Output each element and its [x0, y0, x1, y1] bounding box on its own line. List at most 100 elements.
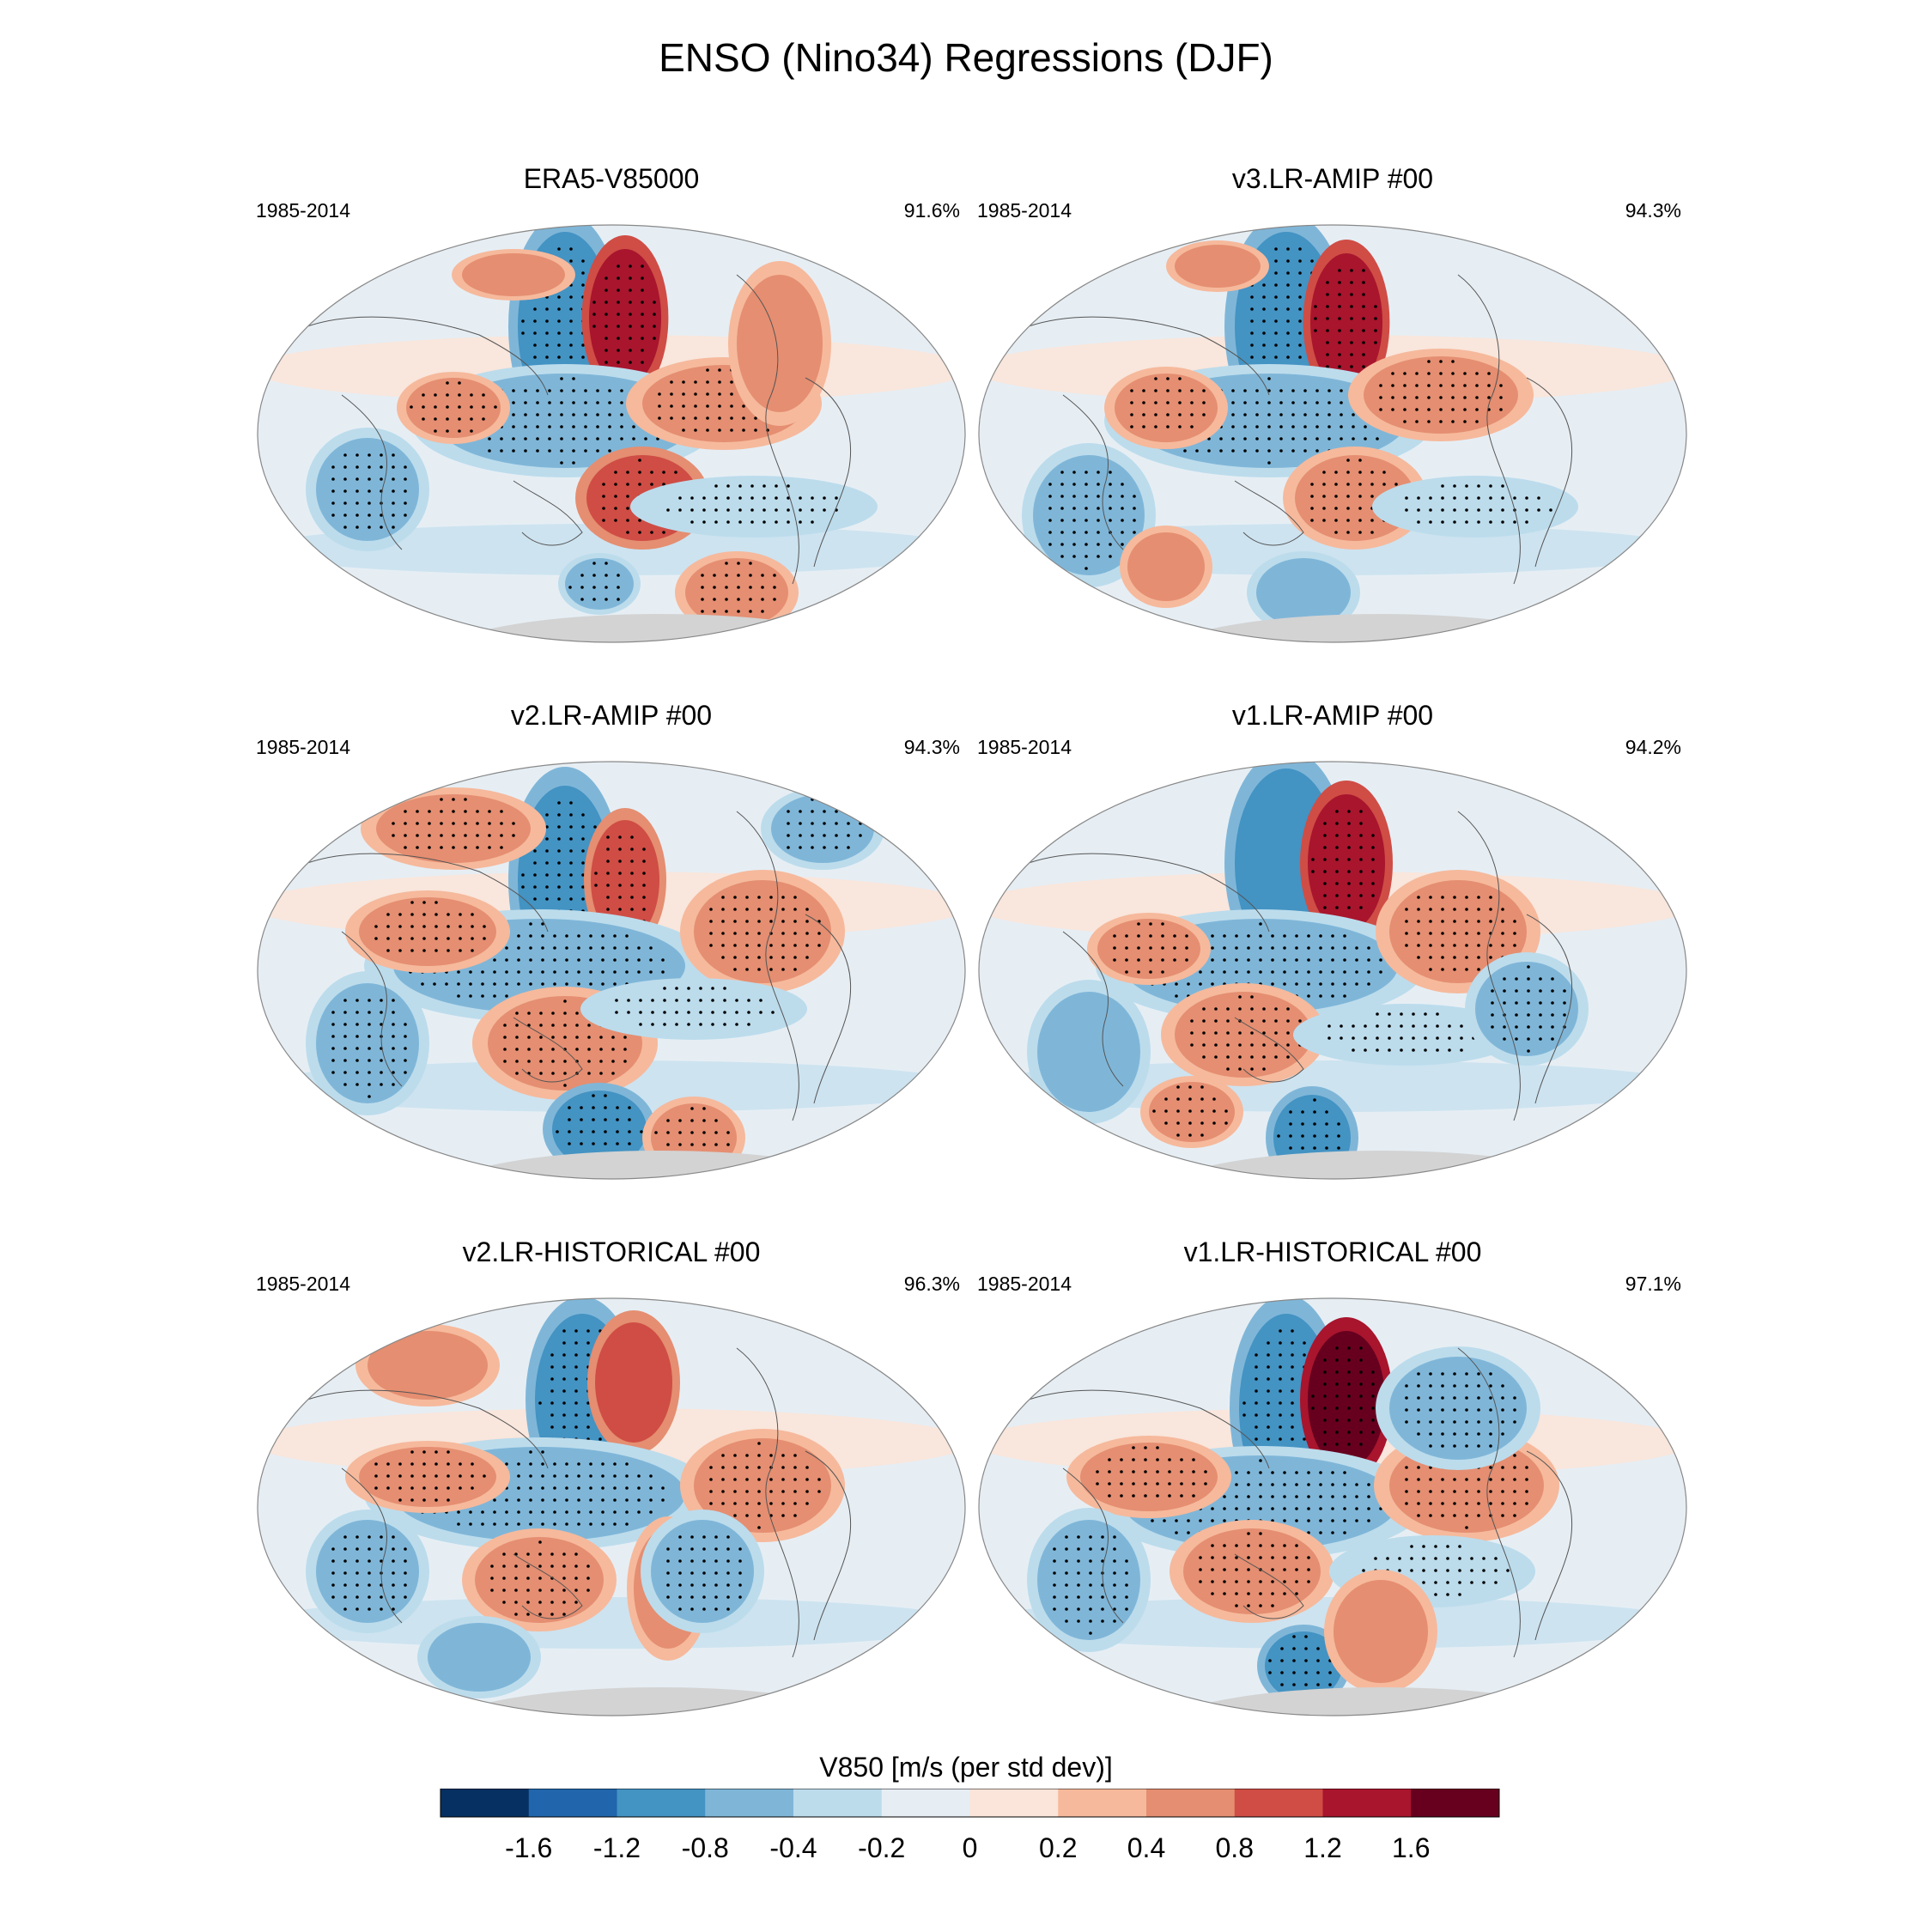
significance-dot [1235, 1556, 1238, 1559]
significance-dot [560, 425, 563, 428]
significance-dot [1527, 1037, 1530, 1041]
significance-dot [1371, 1419, 1375, 1422]
significance-dot [589, 970, 592, 974]
significance-dot [733, 1478, 737, 1481]
significance-dot [733, 1466, 737, 1469]
significance-dot [733, 1502, 737, 1505]
anomaly-region [1097, 919, 1200, 979]
significance-dot [527, 1060, 531, 1063]
significance-dot [331, 1571, 335, 1575]
significance-dot [1211, 1519, 1214, 1522]
significance-dot [1335, 894, 1339, 897]
significance-dot [694, 428, 697, 432]
significance-dot [1335, 882, 1339, 885]
significance-dot [577, 1510, 580, 1514]
significance-dot [541, 1462, 544, 1466]
anomaly-region [428, 1623, 531, 1692]
significance-dot [628, 1142, 631, 1145]
significance-dot [1235, 1580, 1238, 1583]
significance-dot [434, 925, 438, 928]
coastline [805, 377, 852, 568]
significance-dot [733, 920, 737, 923]
significance-dot [471, 913, 474, 916]
significance-dot [1271, 1483, 1274, 1486]
significance-dot [757, 1502, 761, 1505]
significance-dot [1161, 970, 1164, 974]
coastline [341, 394, 403, 550]
significance-dot [539, 1036, 543, 1039]
significance-dot [666, 1571, 670, 1575]
significance-dot [1513, 920, 1516, 923]
significance-dot [1307, 1580, 1310, 1583]
significance-dot [1551, 977, 1554, 981]
significance-dot [355, 1047, 359, 1050]
significance-dot [533, 873, 537, 877]
significance-dot [1335, 906, 1339, 909]
significance-dot [1539, 1037, 1542, 1041]
significance-dot [1289, 1134, 1292, 1138]
significance-dot [1250, 1019, 1254, 1023]
significance-dot [447, 937, 450, 940]
significance-dot [1338, 269, 1341, 272]
significance-dot [1247, 1483, 1250, 1486]
significance-dot [823, 798, 826, 801]
significance-dot [1394, 483, 1398, 486]
significance-dot [1335, 1443, 1339, 1446]
significance-dot [1501, 932, 1504, 935]
significance-dot [464, 810, 467, 813]
significance-dot [589, 1474, 592, 1478]
significance-dot [629, 264, 632, 268]
significance-dot [1279, 425, 1283, 428]
significance-dot [446, 381, 449, 385]
significance-dot [1097, 483, 1100, 486]
significance-dot [799, 822, 802, 825]
significance-dot [1477, 932, 1480, 935]
significance-dot [1219, 449, 1223, 453]
significance-dot [574, 1601, 578, 1604]
significance-dot [1371, 834, 1375, 837]
significance-dot [1355, 982, 1358, 986]
significance-dot [526, 1577, 530, 1580]
significance-dot [769, 968, 773, 971]
significance-dot [529, 922, 532, 926]
significance-dot [1331, 1495, 1334, 1498]
significance-dot [1101, 1535, 1104, 1539]
significance-dot [1291, 1437, 1294, 1441]
significance-dot [714, 484, 718, 488]
significance-dot [759, 999, 762, 1002]
significance-dot [750, 484, 754, 488]
significance-dot [587, 1072, 591, 1075]
significance-dot [1262, 1007, 1266, 1011]
anomaly-region [316, 1520, 419, 1623]
significance-dot [1563, 1013, 1566, 1017]
significance-dot [616, 1106, 619, 1109]
significance-dot [1358, 459, 1362, 462]
significance-dot [1267, 449, 1271, 453]
significance-dot [434, 393, 437, 397]
significance-dot [1331, 1471, 1334, 1474]
significance-dot [587, 1036, 591, 1039]
significance-dot [1501, 1502, 1504, 1505]
coastline [513, 1017, 583, 1083]
significance-dot [586, 1589, 590, 1592]
significance-dot [1108, 1494, 1111, 1498]
significance-dot [1355, 1507, 1358, 1510]
significance-dot [1326, 353, 1329, 356]
significance-dot [793, 1490, 797, 1493]
significance-dot [1089, 1583, 1092, 1587]
significance-dot [533, 319, 537, 323]
significance-dot [392, 526, 395, 529]
significance-dot [1417, 944, 1420, 947]
significance-dot [458, 405, 461, 409]
significance-dot [1154, 425, 1157, 428]
significance-dot [1441, 944, 1444, 947]
significance-dot [1458, 1593, 1461, 1596]
significance-dot [1199, 970, 1202, 974]
significance-dot [529, 970, 532, 974]
significance-dot [1125, 1571, 1128, 1575]
significance-dot [1527, 989, 1530, 993]
significance-dot [1417, 1420, 1420, 1424]
significance-dot [769, 944, 773, 947]
significance-dot [1250, 331, 1254, 335]
colorbar-tick-label: -0.8 [682, 1832, 729, 1863]
